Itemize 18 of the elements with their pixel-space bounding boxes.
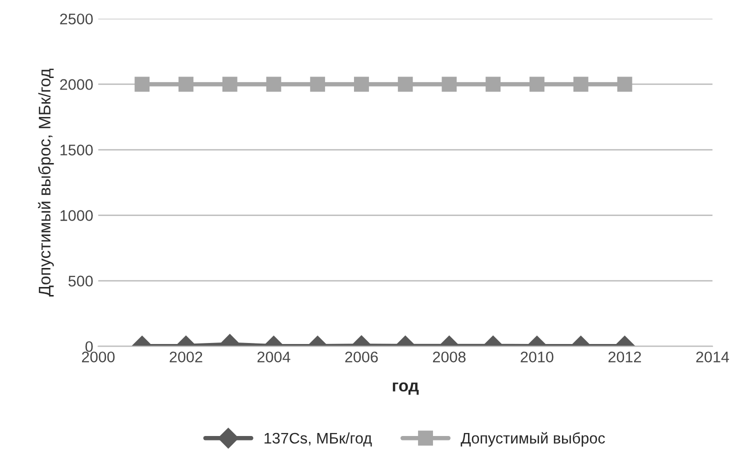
x-tick-label: 2012 <box>608 352 641 362</box>
y-tick-label: 2000 <box>60 79 93 90</box>
x-tick-label: 2006 <box>345 352 378 362</box>
y-tick-label: 2500 <box>60 14 93 24</box>
y-tick-label: 0 <box>85 341 93 352</box>
x-tick-label: 2002 <box>170 352 202 362</box>
legend-label: Допустимый выброс <box>460 432 605 447</box>
legend-label: 137Cs, МБк/год <box>264 432 372 447</box>
y-tick-label: 500 <box>68 276 93 286</box>
y-tick-label: 1500 <box>60 144 93 156</box>
x-tick-label: 2010 <box>520 352 554 362</box>
y-tick-label: 1000 <box>60 210 93 221</box>
x-axis-title: год <box>392 382 419 395</box>
x-tick-label: 2014 <box>696 352 730 362</box>
x-tick-label: 2000 <box>82 352 115 362</box>
x-tick-label: 2008 <box>433 352 466 362</box>
y-axis-title: Допустимый выброс, МБк/год <box>38 68 54 296</box>
x-tick-label: 2004 <box>258 352 290 362</box>
